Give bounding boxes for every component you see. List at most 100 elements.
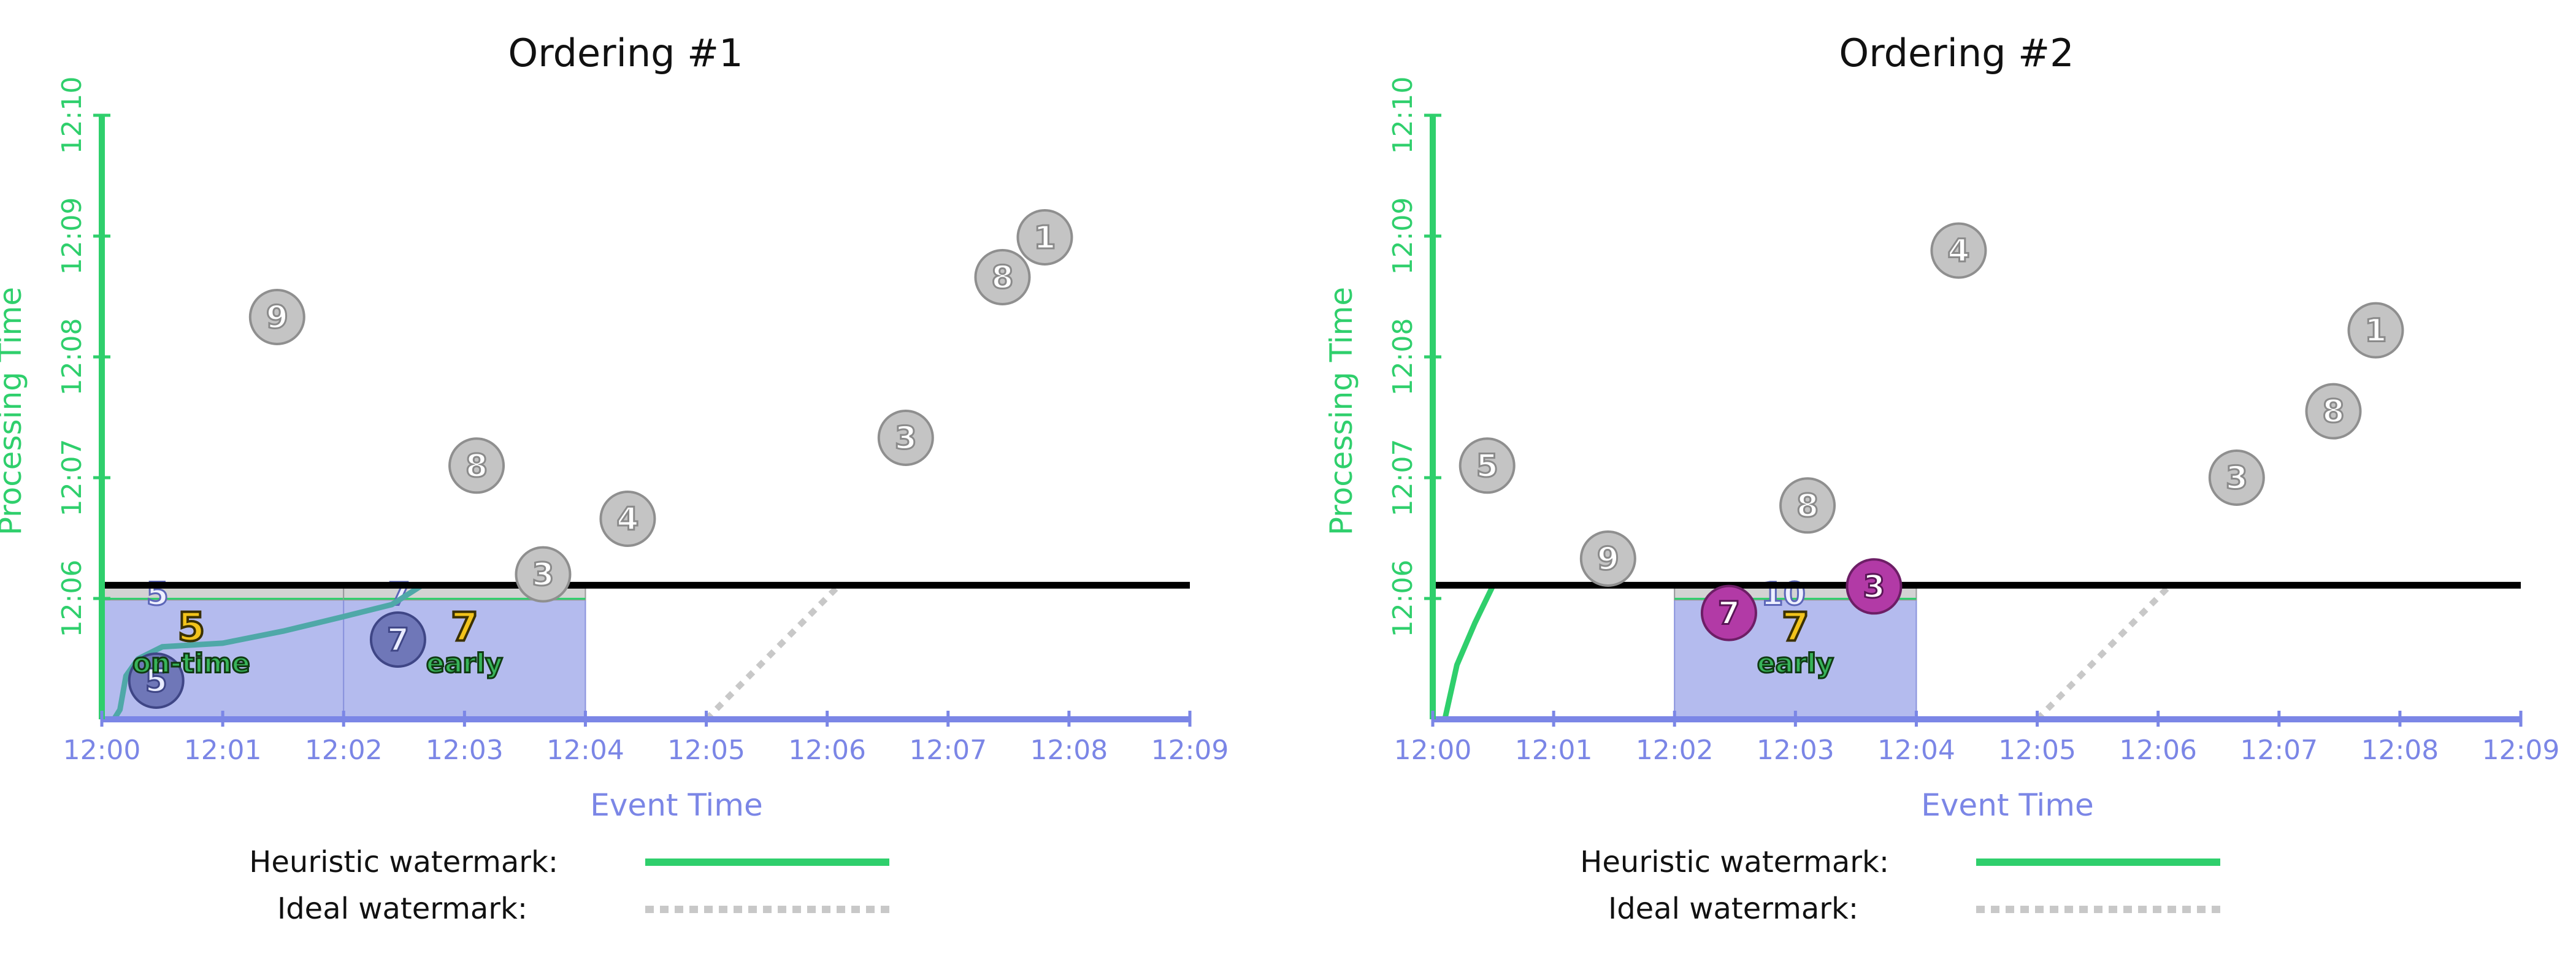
legend-ordering-1: Heuristic watermark: Ideal watermark: (249, 845, 889, 926)
heuristic-watermark-curve (1442, 582, 1497, 722)
x-tick-label: 12:06 (2119, 735, 2197, 766)
y-tick-label: 12:08 (1387, 318, 1419, 396)
data-point: 8 (974, 248, 1031, 305)
x-tick-label: 12:05 (1998, 735, 2076, 766)
data-point-circle (599, 490, 656, 547)
data-point: 8 (1779, 477, 1836, 534)
x-tick-label: 12:00 (63, 735, 141, 766)
y-tick-label: 12:07 (1387, 439, 1419, 517)
y-tick-label: 12:07 (56, 439, 88, 517)
data-point: 5 (128, 652, 185, 709)
x-tick-label: 12:03 (426, 735, 504, 766)
x-tick-label: 12:02 (305, 735, 383, 766)
x-tick-label: 12:01 (1515, 735, 1593, 766)
data-point-circle (1579, 530, 1636, 587)
x-tick-label: 12:09 (2482, 735, 2560, 766)
x-axis-label: Event Time (1921, 787, 2094, 823)
data-point: 8 (2305, 383, 2362, 440)
window-result-tag: early (1757, 648, 1834, 679)
data-point-circle (2305, 383, 2362, 440)
data-point-label: 4 (1947, 233, 1969, 270)
window-result-label: 5 (147, 576, 169, 613)
data-point-label: 8 (2322, 394, 2344, 430)
data-point-label: 3 (1863, 568, 1885, 605)
window-result-tag: early (426, 648, 503, 679)
legend-heuristic-label: Heuristic watermark: (249, 845, 558, 879)
data-point: 4 (599, 490, 656, 547)
window-result-tag: on-time (132, 648, 250, 679)
chart-title: Ordering #1 (508, 31, 743, 75)
data-point: 3 (877, 409, 934, 466)
data-point-circle (2347, 302, 2404, 359)
data-point-label: 8 (1796, 488, 1819, 524)
data-point: 3 (2208, 449, 2265, 506)
x-tick-label: 12:06 (788, 735, 866, 766)
data-point-circle (1846, 558, 1903, 615)
data-point-circle (974, 248, 1031, 305)
data-point: 5 (1459, 437, 1516, 494)
y-tick-label: 12:09 (1387, 197, 1419, 275)
y-tick-label: 12:10 (1387, 77, 1419, 155)
data-point-label: 1 (2364, 313, 2386, 350)
data-point-label: 7 (387, 622, 409, 659)
chart-ordering-1: Ordering #1 5 7 12:00 12:01 12:02 12:03 12:04 12… (0, 31, 1229, 823)
y-tick-label: 12:09 (56, 197, 88, 275)
data-point: 1 (2347, 302, 2404, 359)
data-point-label: 5 (1476, 448, 1498, 484)
data-point-label: 9 (266, 299, 288, 336)
x-tick-label: 12:04 (546, 735, 624, 766)
legend-ideal-label: Ideal watermark: (1608, 892, 1858, 926)
data-point-circle (128, 652, 185, 709)
data-point-label: 9 (1597, 541, 1619, 578)
ideal-watermark-line (2035, 583, 2172, 722)
x-tick-label: 12:09 (1151, 735, 1229, 766)
data-point-circle (1700, 584, 1757, 641)
data-point: 9 (248, 288, 305, 345)
legend-ideal-label: Ideal watermark: (277, 892, 527, 926)
data-point-label: 3 (532, 557, 554, 594)
data-point-circle (2208, 449, 2265, 506)
x-tick-label: 12:05 (667, 735, 745, 766)
data-point: 4 (1930, 222, 1987, 279)
data-point: 8 (448, 437, 505, 494)
window-result-value: 7 (451, 605, 478, 650)
x-axis-label: Event Time (590, 787, 763, 823)
y-axis-label: Processing Time (0, 287, 28, 535)
window-result-value: 7 (1782, 605, 1809, 650)
data-point-circle (1779, 477, 1836, 534)
data-point-circle (515, 546, 572, 603)
data-point-label: 8 (466, 448, 488, 484)
legend-ordering-2: Heuristic watermark: Ideal watermark: (1580, 845, 2220, 926)
x-tick-label: 12:08 (1030, 735, 1108, 766)
ideal-watermark-line (704, 583, 841, 722)
y-tick-label: 12:10 (56, 77, 88, 155)
data-point-label: 4 (616, 501, 638, 538)
data-point: 9 (1579, 530, 1636, 587)
data-point-label: 8 (991, 259, 1013, 296)
data-point: 7 (1700, 584, 1757, 641)
y-tick-label: 12:06 (56, 560, 88, 638)
x-tick-label: 12:00 (1394, 735, 1472, 766)
data-point: 3 (515, 546, 572, 603)
x-tick-label: 12:04 (1877, 735, 1955, 766)
data-point: 1 (1016, 208, 1073, 266)
window-result-value: 5 (178, 605, 205, 650)
data-point-label: 7 (1718, 595, 1740, 632)
x-tick-label: 12:01 (184, 735, 262, 766)
y-tick-label: 12:06 (1387, 560, 1419, 638)
data-point-label: 3 (895, 420, 917, 457)
heuristic-watermark-curve (111, 582, 425, 722)
data-point-circle (1459, 437, 1516, 494)
data-point-label: 1 (1033, 220, 1056, 256)
x-tick-label: 12:07 (2240, 735, 2318, 766)
data-point-circle (448, 437, 505, 494)
data-point-circle (248, 288, 305, 345)
y-axis-label: Processing Time (1324, 287, 1359, 535)
x-tick-label: 12:02 (1636, 735, 1714, 766)
x-tick-label: 12:07 (909, 735, 987, 766)
data-point-label: 5 (145, 663, 167, 700)
legend-heuristic-label: Heuristic watermark: (1580, 845, 1889, 879)
data-point-label: 3 (2226, 460, 2248, 497)
